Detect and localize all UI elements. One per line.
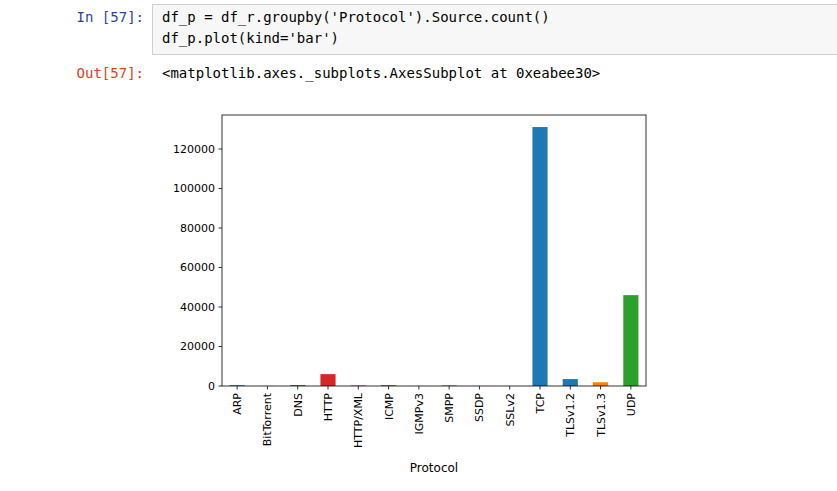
x-tick-label: UDP [625,393,638,417]
y-tick-label: 0 [208,380,215,393]
x-tick [600,386,601,390]
y-tick [219,346,223,347]
bar [532,127,547,386]
code-line: df_p.plot(kind='bar') [162,30,339,47]
y-tick [219,267,223,268]
x-tick-label: BitTorrent [261,392,274,446]
y-tick-label: 40000 [180,301,215,314]
x-tick [267,386,268,390]
x-tick [328,386,329,390]
y-tick-label: 20000 [180,340,215,353]
x-tick [237,386,238,390]
y-tick [219,306,223,307]
y-tick-label: 120000 [173,143,215,156]
x-tick-label: DNS [292,393,305,417]
x-tick-label: SSLv2 [504,393,517,427]
bar [320,374,335,386]
x-tick [540,386,541,390]
output-text: <matplotlib.axes._subplots.AxesSubplot a… [162,65,600,82]
x-tick-label: TLSv1.2 [564,393,577,438]
y-tick [219,188,223,189]
x-tick-label: ICMP [383,393,396,420]
x-tick-label: SSDP [473,393,486,422]
y-tick [219,148,223,149]
x-tick [630,386,631,390]
x-tick-label: HTTP [322,393,335,422]
x-axis-label: Protocol [410,461,458,475]
bar [623,295,638,386]
plot-frame [222,115,646,386]
y-tick-label: 60000 [180,261,215,274]
x-tick-label: IGMPv3 [413,393,426,434]
x-tick-label: TLSv1.3 [595,393,608,438]
x-tick [509,386,510,390]
x-tick [479,386,480,390]
x-tick [388,386,389,390]
y-tick-label: 80000 [180,222,215,235]
x-tick-label: HTTP/XML [352,392,365,448]
x-tick-label: ARP [231,393,244,415]
bar [563,379,578,386]
y-tick-label: 100000 [173,182,215,195]
bars [230,127,639,386]
x-tick-label: TCP [534,393,547,415]
x-tick [297,386,298,390]
x-tick [449,386,450,390]
input-prompt: In [57]: [77,9,144,25]
code-line: df_p = df_r.groupby('Protocol').Source.c… [162,9,550,26]
code-box [153,5,837,55]
y-tick [219,227,223,228]
x-tick [418,386,419,390]
page: In [57]: df_p = df_r.groupby('Protocol').… [0,0,837,491]
x-tick-label: SMPP [443,393,456,423]
x-tick [570,386,571,390]
x-tick [358,386,359,390]
bar [593,382,608,386]
output-prompt: Out[57]: [77,65,144,81]
y-tick [219,386,223,387]
